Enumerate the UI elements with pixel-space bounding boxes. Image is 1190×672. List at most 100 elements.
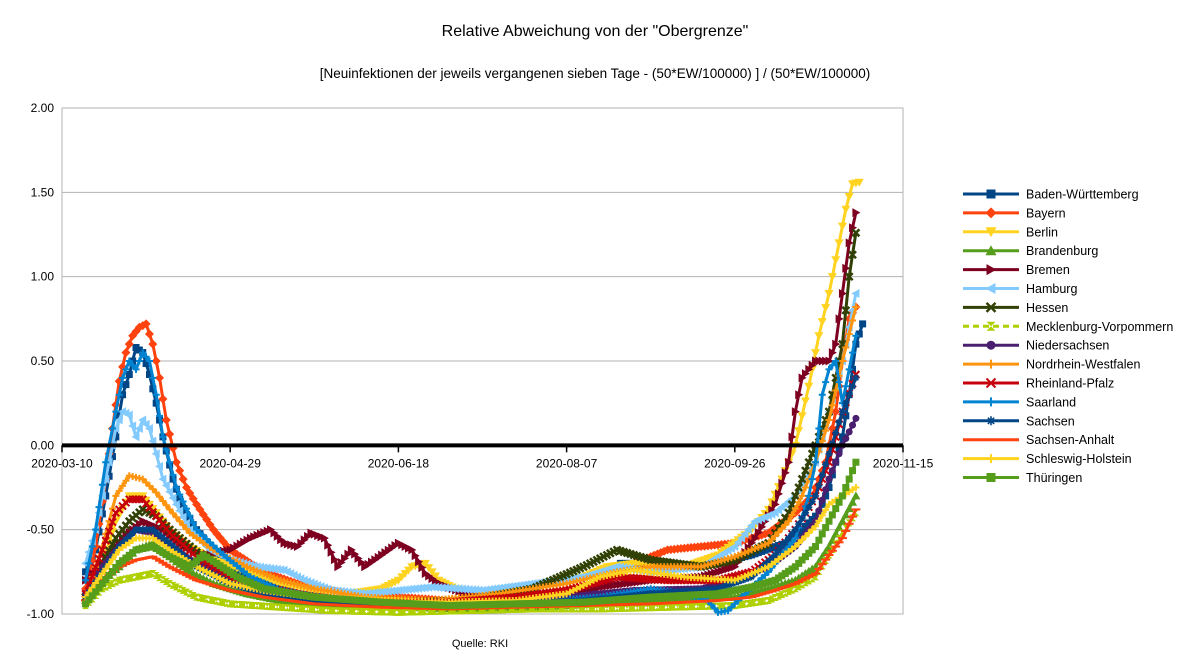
- data-point: [795, 498, 803, 506]
- data-point: [985, 302, 997, 313]
- legend-label: Schleswig-Holstein: [1026, 452, 1132, 466]
- data-point: [171, 499, 180, 509]
- data-point: [166, 505, 174, 513]
- data-point: [714, 558, 722, 566]
- data-point: [155, 373, 165, 383]
- data-point: [805, 503, 813, 511]
- data-point: [838, 357, 846, 365]
- data-point: [828, 511, 836, 519]
- data-point: [159, 497, 167, 505]
- data-point: [105, 572, 113, 580]
- data-point: [832, 387, 840, 395]
- legend-label: Baden-Württemberg: [1026, 188, 1139, 202]
- data-point: [842, 412, 850, 420]
- data-point: [852, 340, 860, 348]
- data-point: [145, 370, 153, 378]
- data-point: [986, 416, 996, 426]
- data-point: [327, 547, 336, 557]
- x-tick-label: 2020-06-18: [368, 456, 430, 470]
- y-tick-label: -1.00: [27, 607, 55, 621]
- data-point: [828, 471, 836, 479]
- data-point: [831, 407, 841, 417]
- legend-label: Saarland: [1026, 395, 1076, 409]
- data-point: [724, 581, 732, 589]
- data-point: [484, 584, 493, 594]
- data-point: [159, 576, 167, 584]
- data-point: [108, 540, 117, 549]
- data-point: [818, 496, 826, 504]
- data-point: [818, 391, 826, 399]
- data-point: [488, 584, 497, 594]
- data-point: [768, 554, 776, 562]
- data-point: [764, 539, 772, 547]
- data-point: [794, 427, 804, 436]
- data-point: [795, 390, 804, 400]
- data-point: [842, 399, 850, 407]
- data-point: [808, 498, 816, 506]
- data-point: [828, 361, 836, 369]
- data-point: [778, 525, 786, 533]
- data-point: [152, 528, 160, 536]
- data-point: [721, 556, 729, 564]
- legend-item: Berlin: [963, 225, 1058, 239]
- data-point: [805, 364, 814, 374]
- data-point: [854, 178, 864, 187]
- data-point: [255, 562, 264, 572]
- data-point: [481, 585, 490, 595]
- data-point: [818, 511, 826, 519]
- data-point: [834, 239, 844, 248]
- legend-label: Niedersachsen: [1026, 339, 1109, 353]
- data-point: [788, 530, 796, 538]
- x-tick-label: 2020-11-15: [873, 456, 934, 470]
- legend-item: Schleswig-Holstein: [963, 452, 1132, 466]
- data-point: [148, 339, 158, 349]
- legend-label: Brandenburg: [1026, 244, 1098, 258]
- data-point: [740, 529, 749, 539]
- data-point: [822, 506, 830, 514]
- data-point: [169, 471, 177, 479]
- data-point: [82, 568, 90, 576]
- data-point: [145, 357, 153, 365]
- data-point: [797, 412, 807, 421]
- data-point: [754, 527, 763, 537]
- data-point: [798, 373, 807, 383]
- data-point: [178, 512, 187, 522]
- data-point: [812, 492, 820, 500]
- data-point: [835, 498, 843, 506]
- data-point: [478, 585, 486, 595]
- data-point: [122, 365, 130, 373]
- x-tick-label: 2020-03-10: [31, 456, 93, 470]
- data-point: [794, 483, 804, 492]
- data-point: [711, 559, 719, 567]
- data-point: [131, 432, 140, 442]
- data-point: [101, 474, 110, 484]
- data-point: [408, 545, 417, 555]
- data-point: [801, 509, 809, 517]
- data-point: [771, 499, 780, 509]
- data-point: [149, 385, 157, 393]
- data-point: [788, 538, 796, 546]
- data-point: [849, 467, 857, 475]
- data-point: [92, 526, 100, 534]
- data-point: [104, 527, 114, 536]
- data-point: [827, 273, 837, 282]
- data-point: [119, 482, 127, 490]
- data-point: [141, 419, 150, 429]
- chart-title: Relative Abweichung von der "Obergrenze": [441, 23, 749, 40]
- data-point: [347, 545, 356, 555]
- data-point: [842, 435, 850, 443]
- data-point: [791, 407, 800, 417]
- data-point: [166, 458, 174, 466]
- data-point: [842, 484, 850, 491]
- data-point: [565, 574, 574, 584]
- data-point: [119, 374, 127, 382]
- data-point: [101, 536, 110, 545]
- data-point: [112, 408, 120, 416]
- data-point: [165, 429, 175, 439]
- data-point: [845, 428, 853, 436]
- data-point: [149, 570, 157, 578]
- data-point: [817, 318, 827, 327]
- data-point: [832, 429, 840, 437]
- legend-item: Rheinland-Pfalz: [963, 377, 1114, 391]
- data-point: [189, 519, 197, 527]
